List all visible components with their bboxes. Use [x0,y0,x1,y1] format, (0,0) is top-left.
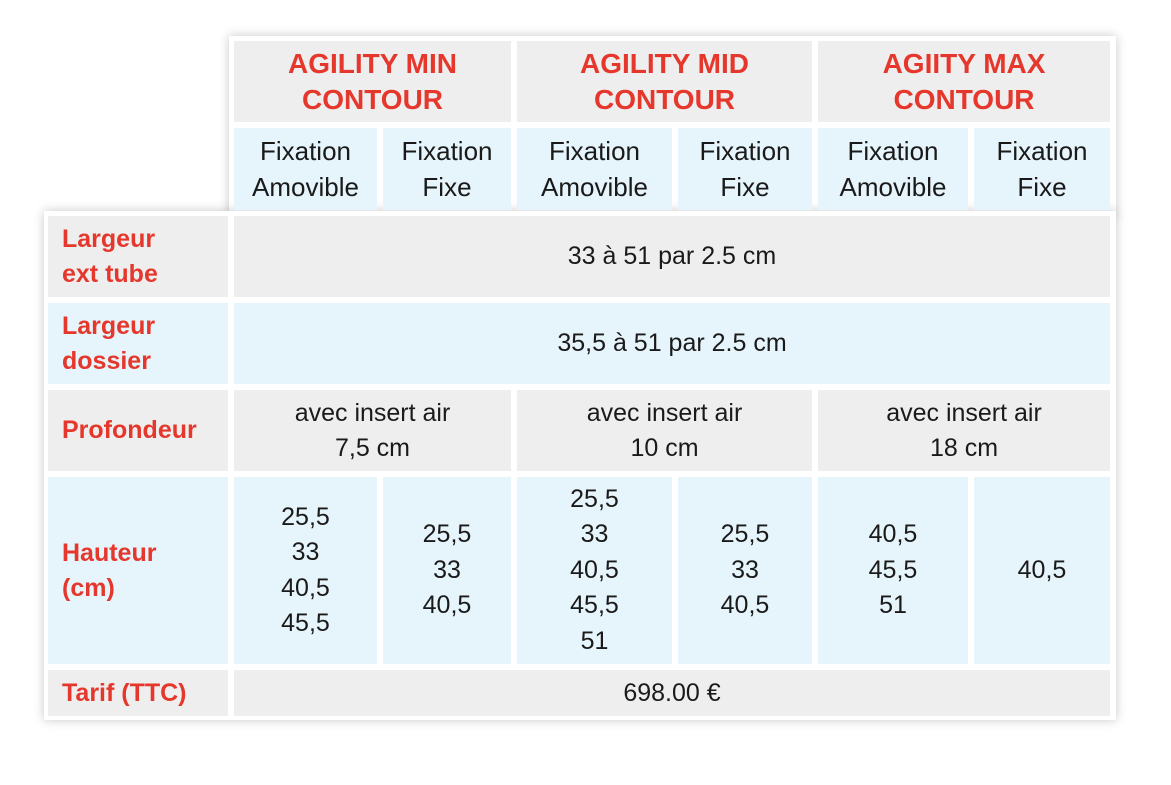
row-label-largeur-ext-tube: Largeur ext tube [48,216,228,297]
subheader-max-fixe: Fixation Fixe [974,128,1110,210]
value-profondeur-max: avec insert air 18 cm [818,390,1110,471]
row-label-profondeur: Profondeur [48,390,228,471]
value-hauteur-max-fixe: 40,5 [974,477,1110,664]
value-hauteur-mid-fixe: 25,5 33 40,5 [678,477,812,664]
value-hauteur-mid-amovible: 25,5 33 40,5 45,5 51 [517,477,672,664]
row-label-largeur-dossier: Largeur dossier [48,303,228,384]
value-profondeur-mid: avec insert air 10 cm [517,390,812,471]
value-largeur-dossier: 35,5 à 51 par 2.5 cm [234,303,1110,384]
value-hauteur-min-amovible: 25,5 33 40,5 45,5 [234,477,377,664]
column-header-agility-min: AGILITY MIN CONTOUR [234,41,511,122]
column-header-agility-mid: AGILITY MID CONTOUR [517,41,812,122]
subheader-mid-amovible: Fixation Amovible [517,128,672,210]
row-label-tarif: Tarif (TTC) [48,670,228,716]
subheader-mid-fixe: Fixation Fixe [678,128,812,210]
subheader-max-amovible: Fixation Amovible [818,128,968,210]
subheader-min-fixe: Fixation Fixe [383,128,511,210]
row-label-hauteur: Hauteur (cm) [48,477,228,664]
subheader-min-amovible: Fixation Amovible [234,128,377,210]
value-tarif: 698.00 € [234,670,1110,716]
value-profondeur-min: avec insert air 7,5 cm [234,390,511,471]
value-hauteur-max-amovible: 40,5 45,5 51 [818,477,968,664]
column-header-agility-max: AGIITY MAX CONTOUR [818,41,1110,122]
value-largeur-ext-tube: 33 à 51 par 2.5 cm [234,216,1110,297]
value-hauteur-min-fixe: 25,5 33 40,5 [383,477,511,664]
